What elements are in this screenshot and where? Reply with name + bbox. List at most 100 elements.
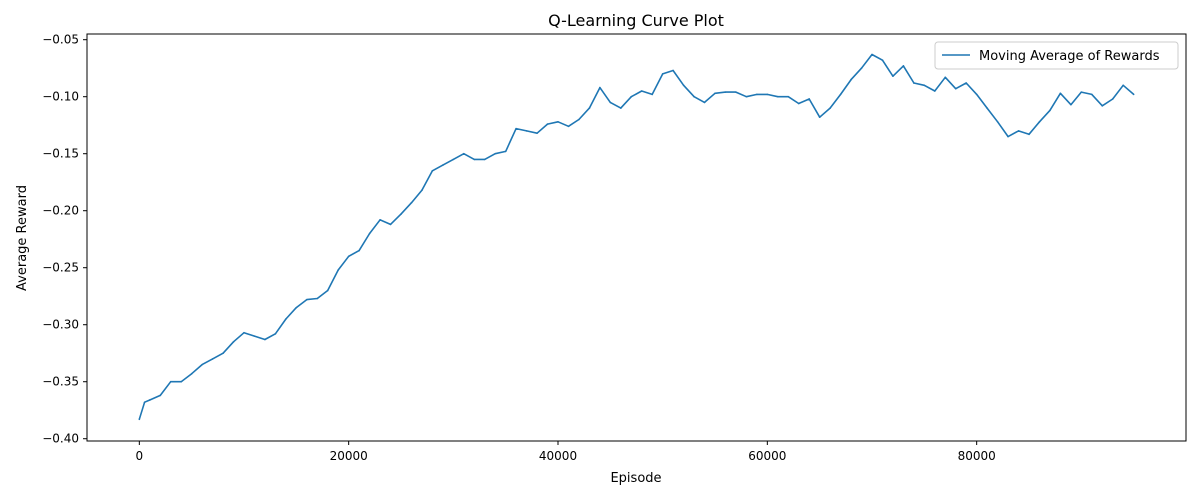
- data-point: [1007, 135, 1009, 138]
- data-point: [703, 101, 706, 104]
- data-point: [1049, 109, 1051, 112]
- data-point: [211, 358, 214, 360]
- data-point: [442, 164, 444, 166]
- data-point: [797, 102, 800, 105]
- data-point: [557, 120, 559, 123]
- x-axis-ticks: 0 20000 40000 60000 80000: [136, 441, 996, 463]
- data-point: [735, 91, 737, 93]
- y-tick-label: −0.10: [42, 90, 79, 104]
- data-point: [515, 127, 517, 130]
- data-point: [232, 341, 235, 343]
- data-point: [787, 95, 790, 98]
- data-point: [986, 107, 988, 109]
- data-point: [264, 338, 266, 341]
- y-tick-label: −0.30: [42, 318, 79, 332]
- data-point: [190, 372, 193, 375]
- data-point: [661, 73, 664, 75]
- data-point: [651, 93, 653, 96]
- legend: Moving Average of Rewards: [934, 41, 1179, 70]
- y-tick-label: −0.15: [42, 147, 79, 161]
- data-point: [368, 232, 371, 235]
- data-point: [494, 152, 497, 155]
- data-point: [1122, 84, 1124, 87]
- x-tick-label: 0: [136, 449, 144, 463]
- data-point: [996, 120, 999, 123]
- chart-title: Q-Learning Curve Plot: [548, 11, 724, 30]
- data-point: [473, 158, 476, 161]
- data-point: [672, 69, 674, 72]
- data-point: [745, 95, 748, 98]
- data-point: [808, 98, 810, 100]
- data-point: [431, 170, 434, 172]
- data-point: [222, 352, 224, 355]
- legend-box: [934, 41, 1179, 70]
- data-point: [1091, 93, 1093, 96]
- x-tick-label: 60000: [748, 449, 786, 463]
- data-point: [892, 75, 894, 77]
- data-point: [1028, 133, 1030, 136]
- data-point: [1080, 91, 1083, 93]
- data-point: [525, 130, 528, 132]
- y-axis-ticks: −0.40 −0.35 −0.30 −0.25 −0.20 −0.15 −0.10 −0.05: [42, 33, 87, 446]
- data-point: [578, 118, 580, 121]
- data-point: [944, 76, 947, 79]
- y-tick-label: −0.20: [42, 204, 79, 218]
- data-point: [693, 95, 695, 98]
- data-point: [902, 65, 905, 67]
- data-point: [483, 158, 486, 161]
- data-point: [504, 150, 507, 153]
- data-point: [463, 152, 465, 155]
- data-point: [243, 331, 245, 334]
- data-point: [326, 289, 329, 292]
- data-point: [180, 380, 182, 383]
- y-axis-label: Average Reward: [15, 185, 30, 291]
- data-point: [620, 107, 622, 109]
- x-tick-label: 20000: [330, 449, 368, 463]
- data-point: [1101, 105, 1104, 107]
- data-point: [630, 95, 633, 98]
- data-point: [850, 78, 852, 81]
- data-point: [389, 223, 392, 226]
- data-point: [1038, 120, 1041, 123]
- data-point: [1111, 98, 1114, 100]
- data-point: [1132, 93, 1135, 96]
- x-tick-label: 40000: [539, 449, 577, 463]
- data-point: [316, 297, 319, 300]
- data-point: [860, 67, 863, 70]
- data-point: [913, 82, 915, 84]
- data-point: [567, 125, 570, 128]
- data-point: [295, 306, 298, 309]
- data-point: [306, 298, 308, 301]
- data-point: [818, 116, 821, 119]
- data-point: [347, 255, 350, 258]
- data-point: [400, 213, 402, 215]
- data-point: [1070, 103, 1072, 106]
- data-point: [410, 201, 413, 204]
- data-point: [829, 107, 831, 109]
- data-point: [934, 90, 936, 92]
- data-point: [1017, 130, 1020, 132]
- data-point: [609, 101, 612, 104]
- data-point: [358, 249, 360, 252]
- x-tick-label: 80000: [958, 449, 996, 463]
- x-axis-label: Episode: [610, 471, 661, 486]
- data-point: [599, 86, 601, 89]
- data-point: [379, 219, 381, 221]
- data-point: [285, 318, 287, 320]
- data-point: [253, 335, 256, 337]
- data-point: [169, 380, 172, 383]
- data-point: [839, 93, 842, 96]
- data-point: [274, 333, 277, 335]
- y-tick-label: −0.35: [42, 375, 79, 389]
- y-tick-label: −0.40: [42, 432, 79, 446]
- data-point: [965, 82, 967, 84]
- data-point: [536, 132, 538, 134]
- legend-label: Moving Average of Rewards: [979, 49, 1160, 64]
- data-point: [546, 123, 549, 125]
- data-point: [682, 84, 685, 87]
- data-point: [714, 92, 716, 95]
- data-point: [954, 87, 957, 90]
- data-point: [588, 107, 591, 109]
- y-tick-label: −0.05: [42, 33, 79, 47]
